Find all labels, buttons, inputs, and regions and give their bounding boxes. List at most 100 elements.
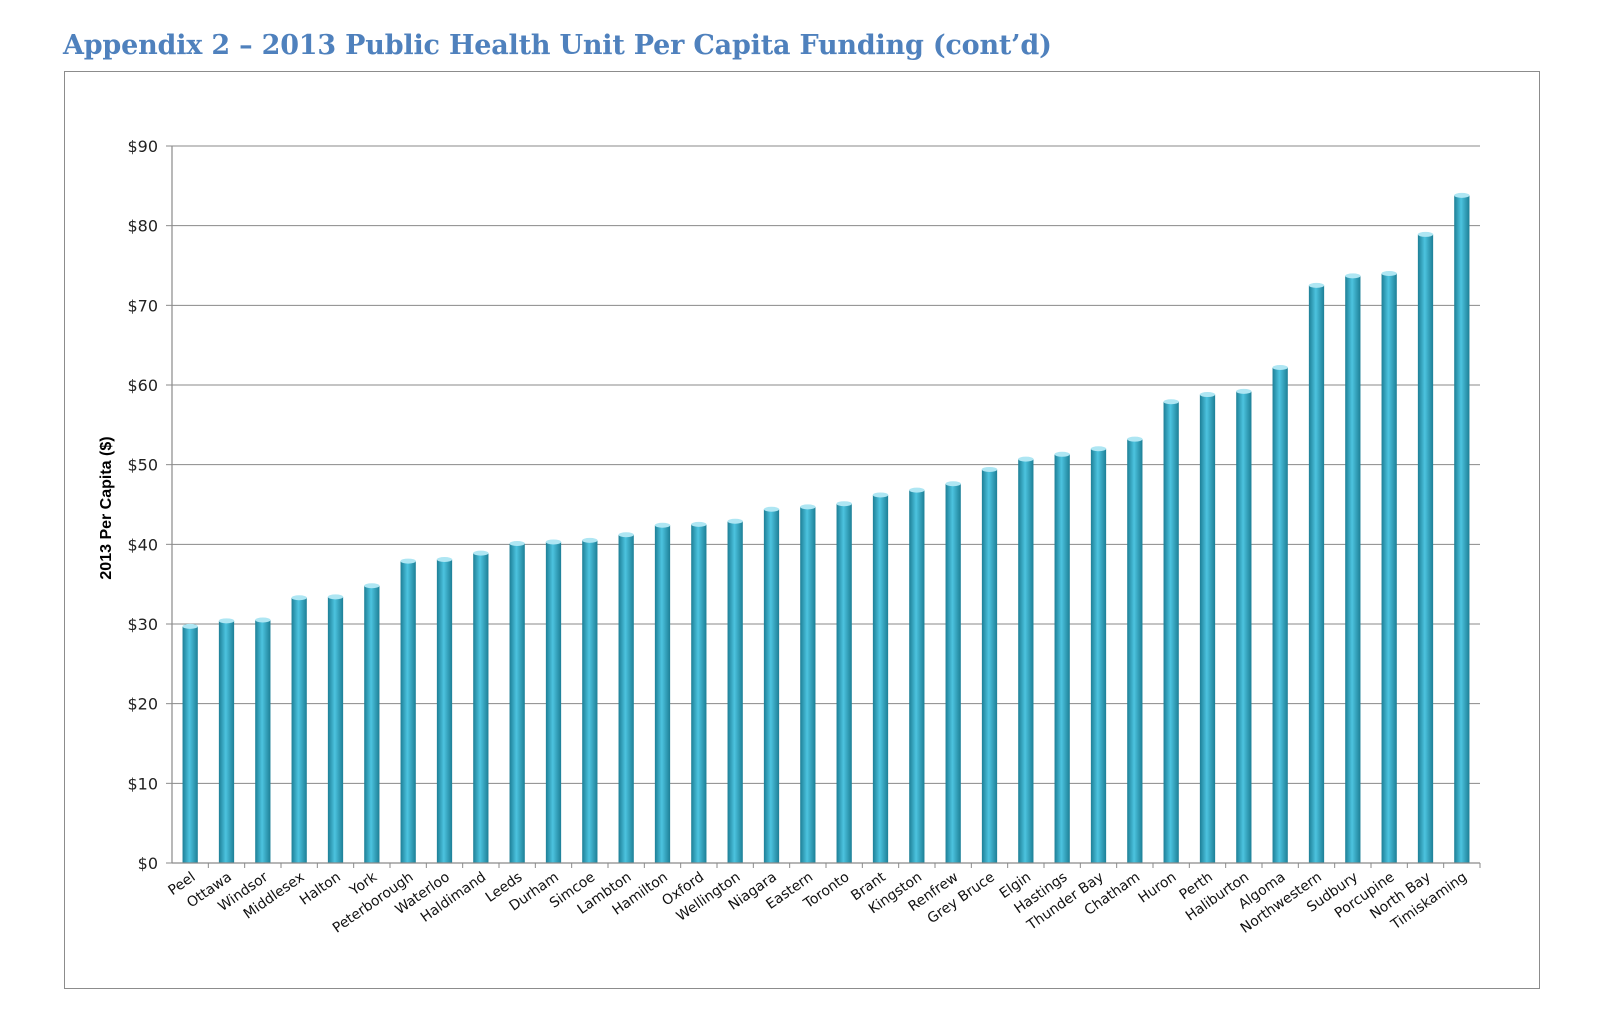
bar-top	[473, 550, 489, 556]
bar	[618, 534, 634, 863]
bar	[400, 561, 416, 863]
bar-top	[909, 487, 925, 493]
bar-group	[436, 556, 453, 863]
bar	[1199, 394, 1216, 863]
bar-top	[255, 617, 271, 623]
bar-group	[1090, 446, 1107, 863]
bar-top	[800, 504, 816, 510]
bar	[1308, 285, 1325, 863]
bar-top	[1417, 231, 1434, 237]
bar	[473, 553, 489, 863]
bar-group	[618, 532, 634, 863]
bar-group	[763, 506, 780, 863]
bar-group	[545, 539, 562, 863]
bar	[872, 494, 889, 863]
bar-top	[727, 518, 743, 524]
bar-group	[981, 466, 998, 863]
bar-group	[1381, 270, 1397, 863]
x-tick-label: Huron	[1136, 869, 1180, 906]
y-tick-label: $0	[138, 854, 158, 873]
bar-group	[1345, 273, 1361, 863]
bar	[1163, 401, 1179, 863]
y-axis-ticks: $0 $10 $20 $30 $40 $50 $60 $70 $80 $90	[127, 137, 172, 873]
page-title: Appendix 2 – 2013 Public Health Unit Per…	[63, 30, 1052, 61]
bars	[182, 192, 1470, 864]
bar-group	[1018, 456, 1034, 863]
bar-group	[291, 595, 307, 863]
bar	[727, 521, 743, 863]
bar-group	[872, 492, 889, 863]
y-tick-label: $10	[127, 774, 158, 793]
bar	[436, 559, 453, 863]
bar	[909, 490, 925, 863]
bar-group	[509, 541, 525, 863]
bar	[1054, 454, 1070, 863]
bar	[182, 626, 198, 863]
bar-top	[1199, 392, 1216, 398]
bar-top	[1308, 282, 1325, 288]
bar-group	[1236, 388, 1252, 863]
bar-top	[1454, 192, 1470, 198]
bar-top	[1127, 436, 1143, 442]
bar-group	[1127, 436, 1143, 863]
y-tick-label: $80	[127, 217, 158, 236]
bar-top	[654, 522, 671, 528]
bar-group	[400, 558, 416, 863]
bar-top	[436, 556, 453, 562]
bar-group	[691, 521, 707, 863]
bar-group	[1199, 392, 1216, 863]
y-tick-label: $30	[127, 615, 158, 634]
bar	[1090, 448, 1107, 863]
bar-group	[473, 550, 489, 863]
y-tick-label: $90	[127, 137, 158, 156]
bar-top	[545, 539, 562, 545]
bar-top	[1054, 451, 1070, 457]
y-tick-label: $70	[127, 296, 158, 315]
bar-top	[945, 481, 961, 487]
bar-top	[691, 521, 707, 527]
y-tick-label: $40	[127, 535, 158, 554]
bar	[981, 469, 998, 863]
bar-top	[1090, 446, 1107, 452]
bar-group	[909, 487, 925, 863]
bar-group	[1163, 399, 1179, 863]
bar-top	[218, 618, 235, 624]
bar-group	[727, 518, 743, 863]
bar-top	[1345, 273, 1361, 279]
bar-top	[1272, 364, 1288, 370]
bar-top	[872, 492, 889, 498]
bar-group	[218, 618, 235, 863]
y-axis-title: 2013 Per Capita ($)	[98, 436, 115, 579]
bar-top	[981, 466, 998, 472]
bar	[509, 543, 525, 863]
bar-group	[1272, 364, 1288, 863]
bar-top	[582, 537, 598, 543]
bar	[255, 620, 271, 863]
bar	[1417, 234, 1434, 863]
chart-frame: $0 $10 $20 $30 $40 $50 $60 $70 $80 $90 Peel Ottawa…	[64, 71, 1540, 989]
gridlines	[172, 145, 1480, 784]
bar	[364, 585, 380, 863]
y-tick-label: $60	[127, 376, 158, 395]
bar-top	[618, 532, 634, 538]
bar-top	[364, 583, 380, 589]
bar-group	[945, 481, 961, 863]
y-tick-label: $20	[127, 695, 158, 714]
bar	[1236, 391, 1252, 863]
bar-top	[1236, 388, 1252, 394]
bar	[1345, 275, 1361, 863]
bar-top	[509, 541, 525, 547]
y-tick-label: $50	[127, 456, 158, 475]
bar-group	[582, 537, 598, 863]
bar-top	[1018, 456, 1034, 462]
bar-top	[400, 558, 416, 564]
bar	[1272, 367, 1288, 863]
bar-top	[1381, 270, 1397, 276]
bar	[218, 620, 235, 863]
bar	[945, 483, 961, 863]
bar	[800, 506, 816, 863]
bar-top	[763, 506, 780, 512]
bar	[691, 524, 707, 863]
bar-top	[327, 594, 344, 600]
